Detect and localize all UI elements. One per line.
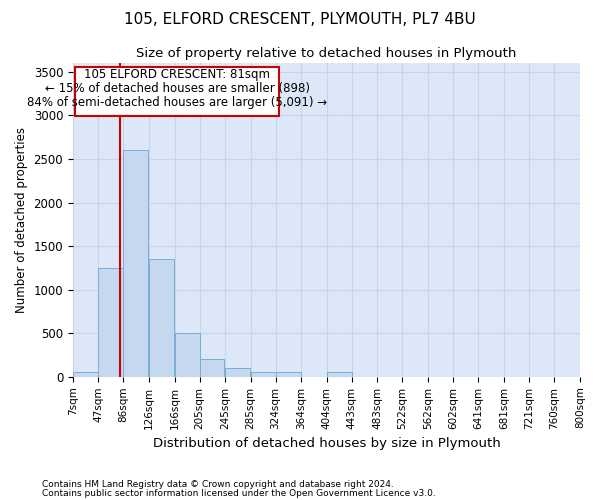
Y-axis label: Number of detached properties: Number of detached properties (15, 127, 28, 313)
Bar (98, 268, 124, 377)
Text: 105, ELFORD CRESCENT, PLYMOUTH, PL7 4BU: 105, ELFORD CRESCENT, PLYMOUTH, PL7 4BU (124, 12, 476, 28)
Bar (225, 368, 250, 377)
Text: 105 ELFORD CRESCENT: 81sqm: 105 ELFORD CRESCENT: 81sqm (84, 68, 270, 81)
FancyBboxPatch shape (75, 68, 280, 116)
Bar (124, 150, 148, 377)
Text: Contains HM Land Registry data © Crown copyright and database right 2024.: Contains HM Land Registry data © Crown c… (42, 480, 394, 489)
Text: ← 15% of detached houses are smaller (898): ← 15% of detached houses are smaller (89… (44, 82, 310, 95)
Bar (175, 333, 200, 377)
X-axis label: Distribution of detached houses by size in Plymouth: Distribution of detached houses by size … (152, 437, 500, 450)
Bar (251, 372, 275, 377)
Text: 84% of semi-detached houses are larger (5,091) →: 84% of semi-detached houses are larger (… (27, 96, 327, 109)
Bar (200, 360, 224, 377)
Bar (327, 372, 352, 377)
Bar (275, 372, 301, 377)
Bar (149, 259, 174, 377)
Title: Size of property relative to detached houses in Plymouth: Size of property relative to detached ho… (136, 48, 517, 60)
Bar (73, 372, 98, 377)
Text: Contains public sector information licensed under the Open Government Licence v3: Contains public sector information licen… (42, 488, 436, 498)
